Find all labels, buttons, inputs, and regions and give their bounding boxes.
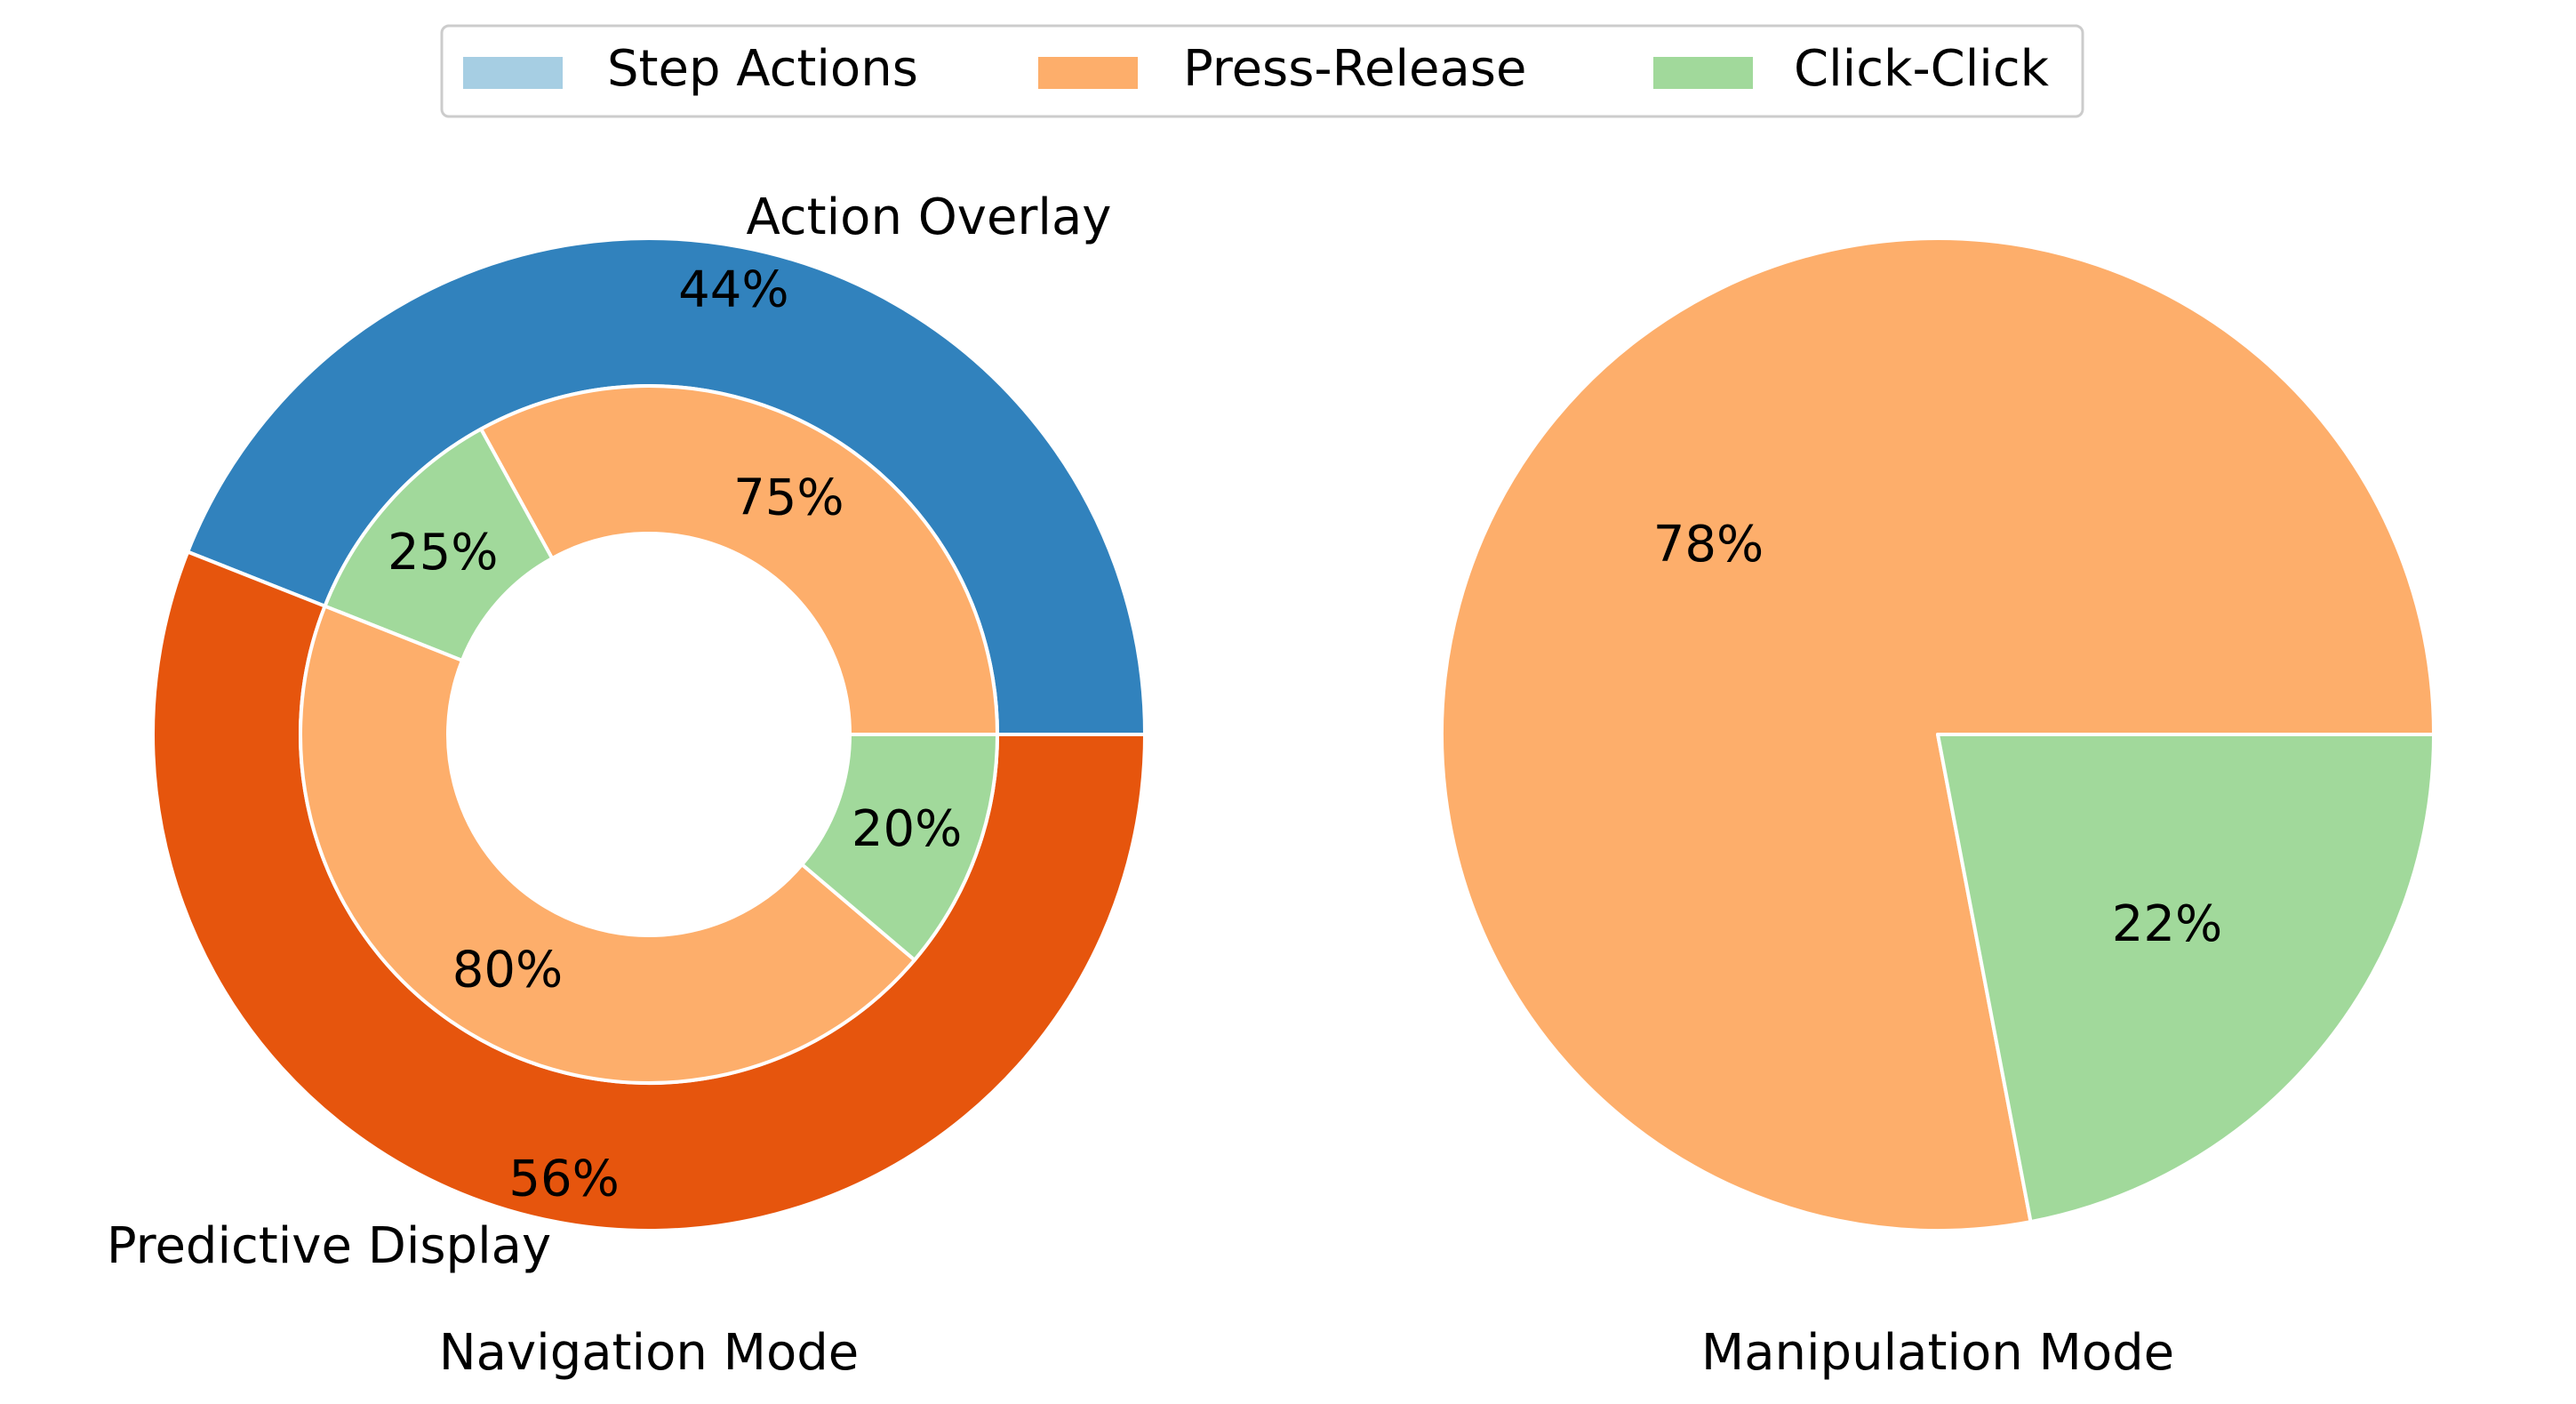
- legend-item-press-release: Press-Release: [1038, 40, 1526, 98]
- pie-slices: [1440, 237, 2436, 1232]
- outer-label-action-overlay: Action Overlay: [747, 189, 1112, 246]
- legend-swatch-step-actions: [463, 57, 563, 89]
- legend-label-press-release: Press-Release: [1183, 40, 1526, 98]
- pie-pct-press-release: 78%: [1653, 516, 1764, 574]
- legend-label-step-actions: Step Actions: [607, 40, 918, 98]
- legend-swatch-press-release: [1038, 57, 1138, 89]
- inner-pct-action-overlay-click-click: 25%: [388, 524, 498, 582]
- inner-pct-action-overlay-press-release: 75%: [733, 469, 844, 527]
- inner-pct-predictive-display-press-release: 80%: [452, 942, 563, 999]
- inner-slice-predictive-display-click-click: [800, 733, 999, 962]
- legend-item-click-click: Click-Click: [1653, 40, 2050, 98]
- legend-swatch-click-click: [1653, 57, 1753, 89]
- inner-slice-action-overlay-press-release: [479, 384, 999, 736]
- chart-title-manipulation-mode: Manipulation Mode: [1701, 1324, 2174, 1382]
- legend-item-step-actions: Step Actions: [463, 40, 918, 98]
- legend: Step Actions Press-Release Click-Click: [440, 24, 2084, 118]
- manipulation-mode-chart: 78% 22% Manipulation Mode: [1440, 237, 2436, 1382]
- inner-ring: [298, 384, 999, 1085]
- outer-label-predictive-display: Predictive Display: [107, 1217, 551, 1275]
- slice-labels: 44% 75% 25% 56% 80% 20%: [388, 261, 962, 1208]
- inner-pct-predictive-display-click-click: 20%: [852, 800, 962, 858]
- legend-frame: [440, 24, 2084, 118]
- outer-pct-action-overlay: 44%: [678, 261, 788, 319]
- navigation-mode-chart: 44% 75% 25% 56% 80% 20% Action Overlay Predic…: [107, 189, 1147, 1382]
- outer-pct-predictive-display: 56%: [508, 1151, 619, 1208]
- inner-slice-predictive-display-press-release: [298, 604, 916, 1085]
- pie-pct-click-click: 22%: [2112, 895, 2222, 953]
- slice-labels: 78% 22%: [1653, 516, 2222, 953]
- pie-slice-click-click: [1936, 733, 2436, 1224]
- chart-title-navigation-mode: Navigation Mode: [439, 1324, 859, 1382]
- legend-label-click-click: Click-Click: [1794, 40, 2050, 98]
